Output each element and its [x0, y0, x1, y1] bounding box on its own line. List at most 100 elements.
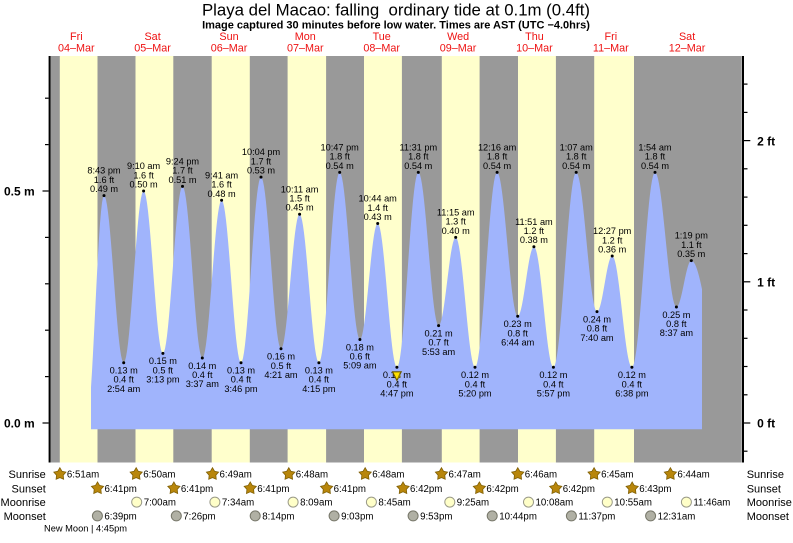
- svg-text:4:47 pm: 4:47 pm: [380, 389, 414, 399]
- svg-text:0.4 ft: 0.4 ft: [113, 375, 134, 385]
- svg-text:1:54 am: 1:54 am: [638, 143, 672, 153]
- svg-text:New Moon | 4:45pm: New Moon | 4:45pm: [44, 524, 127, 534]
- svg-text:04–Mar: 04–Mar: [58, 43, 95, 55]
- svg-text:6:42pm: 6:42pm: [486, 484, 518, 495]
- svg-text:8:09am: 8:09am: [300, 498, 332, 509]
- svg-text:9:41 am: 9:41 am: [205, 170, 239, 180]
- svg-text:Moonrise: Moonrise: [747, 497, 792, 509]
- svg-text:7:40 am: 7:40 am: [580, 333, 614, 343]
- svg-text:0.8 ft: 0.8 ft: [666, 319, 687, 329]
- svg-text:1.2 ft: 1.2 ft: [524, 226, 545, 236]
- svg-text:9:10 am: 9:10 am: [127, 161, 161, 171]
- svg-text:1:19 pm: 1:19 pm: [675, 231, 709, 241]
- svg-text:0.40 m: 0.40 m: [442, 226, 470, 236]
- svg-text:1.1 ft: 1.1 ft: [681, 240, 702, 250]
- svg-text:10:08am: 10:08am: [536, 498, 574, 509]
- svg-text:10:44pm: 10:44pm: [499, 512, 537, 523]
- svg-text:12:27 pm: 12:27 pm: [593, 226, 632, 236]
- svg-text:3:37 am: 3:37 am: [186, 379, 220, 389]
- svg-text:6:45am: 6:45am: [601, 470, 633, 481]
- svg-text:0.15 m: 0.15 m: [149, 356, 177, 366]
- svg-text:1.3 ft: 1.3 ft: [445, 217, 466, 227]
- svg-text:0.43 m: 0.43 m: [364, 212, 392, 222]
- svg-text:1.6 ft: 1.6 ft: [133, 170, 154, 180]
- svg-text:2:54 am: 2:54 am: [107, 384, 141, 394]
- svg-text:Thu: Thu: [525, 31, 544, 43]
- svg-text:0.6 ft: 0.6 ft: [350, 352, 371, 362]
- svg-text:6:41pm: 6:41pm: [257, 484, 289, 495]
- svg-text:1.4 ft: 1.4 ft: [367, 203, 388, 213]
- svg-text:0.18 m: 0.18 m: [346, 342, 374, 352]
- svg-text:5:57 pm: 5:57 pm: [537, 389, 571, 399]
- svg-text:Moonset: Moonset: [747, 511, 789, 523]
- svg-text:0.16 m: 0.16 m: [267, 352, 295, 362]
- svg-text:0.50 m: 0.50 m: [130, 180, 158, 190]
- svg-text:6:48am: 6:48am: [372, 470, 404, 481]
- svg-text:10:44 am: 10:44 am: [359, 194, 398, 204]
- svg-text:0.4 ft: 0.4 ft: [192, 370, 213, 380]
- svg-text:07–Mar: 07–Mar: [287, 43, 324, 55]
- svg-text:Sunrise: Sunrise: [747, 469, 784, 481]
- svg-text:0.54 m: 0.54 m: [326, 161, 354, 171]
- svg-text:0.12 m: 0.12 m: [461, 370, 489, 380]
- svg-text:Sunrise: Sunrise: [9, 469, 46, 481]
- svg-text:11:51 am: 11:51 am: [515, 217, 553, 227]
- svg-text:8:14pm: 8:14pm: [262, 512, 294, 523]
- svg-text:9:24 pm: 9:24 pm: [166, 157, 200, 167]
- svg-text:0 ft: 0 ft: [757, 416, 775, 430]
- svg-text:6:44am: 6:44am: [677, 470, 709, 481]
- svg-text:1.8 ft: 1.8 ft: [329, 152, 350, 162]
- svg-text:0.53 m: 0.53 m: [247, 166, 275, 176]
- svg-text:0.4 ft: 0.4 ft: [309, 375, 330, 385]
- svg-text:09–Mar: 09–Mar: [440, 43, 477, 55]
- svg-text:8:37 am: 8:37 am: [660, 328, 694, 338]
- svg-text:0.54 m: 0.54 m: [641, 161, 669, 171]
- svg-text:Tue: Tue: [373, 31, 391, 43]
- svg-text:6:44 am: 6:44 am: [501, 338, 535, 348]
- svg-text:10–Mar: 10–Mar: [516, 43, 553, 55]
- svg-text:7:34am: 7:34am: [222, 498, 254, 509]
- svg-text:6:41pm: 6:41pm: [181, 484, 213, 495]
- svg-text:6:43pm: 6:43pm: [639, 484, 671, 495]
- svg-text:Fri: Fri: [70, 31, 83, 43]
- svg-text:05–Mar: 05–Mar: [134, 43, 171, 55]
- svg-text:6:39pm: 6:39pm: [104, 512, 136, 523]
- svg-text:6:46am: 6:46am: [525, 470, 557, 481]
- svg-text:6:42pm: 6:42pm: [410, 484, 442, 495]
- svg-text:08–Mar: 08–Mar: [363, 43, 400, 55]
- svg-text:6:41pm: 6:41pm: [334, 484, 366, 495]
- svg-text:1.8 ft: 1.8 ft: [566, 152, 587, 162]
- svg-text:1:07 am: 1:07 am: [560, 143, 594, 153]
- svg-text:1.8 ft: 1.8 ft: [408, 152, 429, 162]
- svg-text:9:03pm: 9:03pm: [341, 512, 373, 523]
- svg-text:3:13 pm: 3:13 pm: [146, 375, 180, 385]
- svg-text:10:04 pm: 10:04 pm: [242, 147, 281, 157]
- svg-text:Playa del Macao: falling ordi: Playa del Macao: falling ordinary tide a…: [202, 1, 590, 20]
- svg-text:Sun: Sun: [219, 31, 238, 43]
- svg-text:0.4 ft: 0.4 ft: [543, 379, 564, 389]
- svg-text:0.4 ft: 0.4 ft: [387, 379, 408, 389]
- svg-text:0.12 m: 0.12 m: [539, 370, 567, 380]
- svg-text:7:26pm: 7:26pm: [183, 512, 215, 523]
- svg-text:11:31 pm: 11:31 pm: [399, 143, 437, 153]
- svg-text:5:20 pm: 5:20 pm: [458, 389, 492, 399]
- svg-text:1.6 ft: 1.6 ft: [211, 180, 232, 190]
- svg-text:1.8 ft: 1.8 ft: [487, 152, 508, 162]
- svg-text:1 ft: 1 ft: [757, 275, 775, 289]
- svg-text:9:53pm: 9:53pm: [420, 512, 452, 523]
- svg-text:3:46 pm: 3:46 pm: [224, 384, 258, 394]
- svg-text:1.8 ft: 1.8 ft: [645, 152, 666, 162]
- svg-text:1.2 ft: 1.2 ft: [602, 235, 623, 245]
- svg-text:0.4 ft: 0.4 ft: [622, 379, 643, 389]
- svg-text:1.7 ft: 1.7 ft: [251, 156, 272, 166]
- svg-text:11:46am: 11:46am: [693, 498, 730, 509]
- svg-text:0.36 m: 0.36 m: [598, 245, 626, 255]
- svg-text:0.5 m: 0.5 m: [4, 184, 35, 198]
- svg-text:Moonset: Moonset: [4, 511, 46, 523]
- svg-text:0.4 ft: 0.4 ft: [465, 379, 486, 389]
- svg-text:0.48 m: 0.48 m: [208, 189, 236, 199]
- svg-text:1.5 ft: 1.5 ft: [289, 194, 310, 204]
- svg-text:0.49 m: 0.49 m: [90, 184, 118, 194]
- svg-text:1.7 ft: 1.7 ft: [172, 166, 193, 176]
- svg-text:6:48am: 6:48am: [296, 470, 328, 481]
